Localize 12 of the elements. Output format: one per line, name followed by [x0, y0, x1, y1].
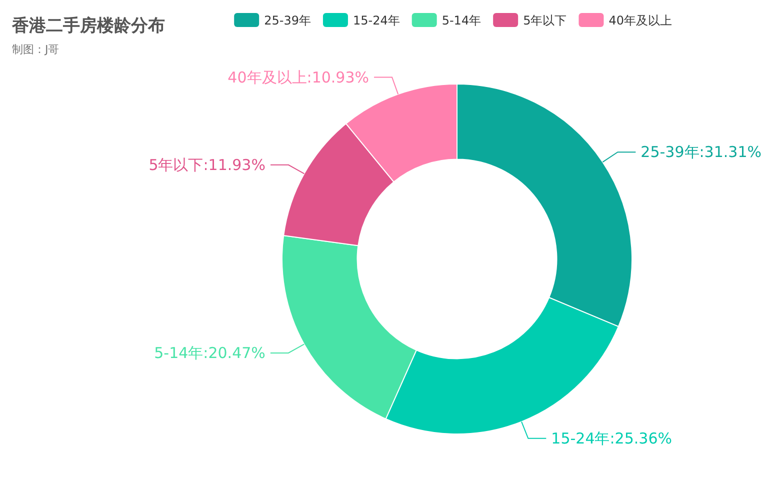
data-label: 15-24年:25.36% [551, 429, 672, 448]
legend-label: 5-14年 [442, 14, 482, 28]
legend-label: 5年以下 [523, 14, 567, 28]
text: 制图：J哥 [12, 43, 60, 56]
legend-label: 25-39年 [264, 14, 311, 28]
data-label: 5-14年:20.47% [154, 344, 266, 362]
legend-label: 40年及以上 [608, 14, 672, 28]
chart-title: 香港二手房楼龄分布 [11, 16, 165, 36]
data-label: 25-39年:31.31% [640, 143, 762, 162]
data-label: 40年及以上:10.93% [228, 68, 370, 86]
data-label: 5年以下:11.93% [148, 156, 266, 174]
legend-label: 15-24年 [352, 14, 400, 28]
